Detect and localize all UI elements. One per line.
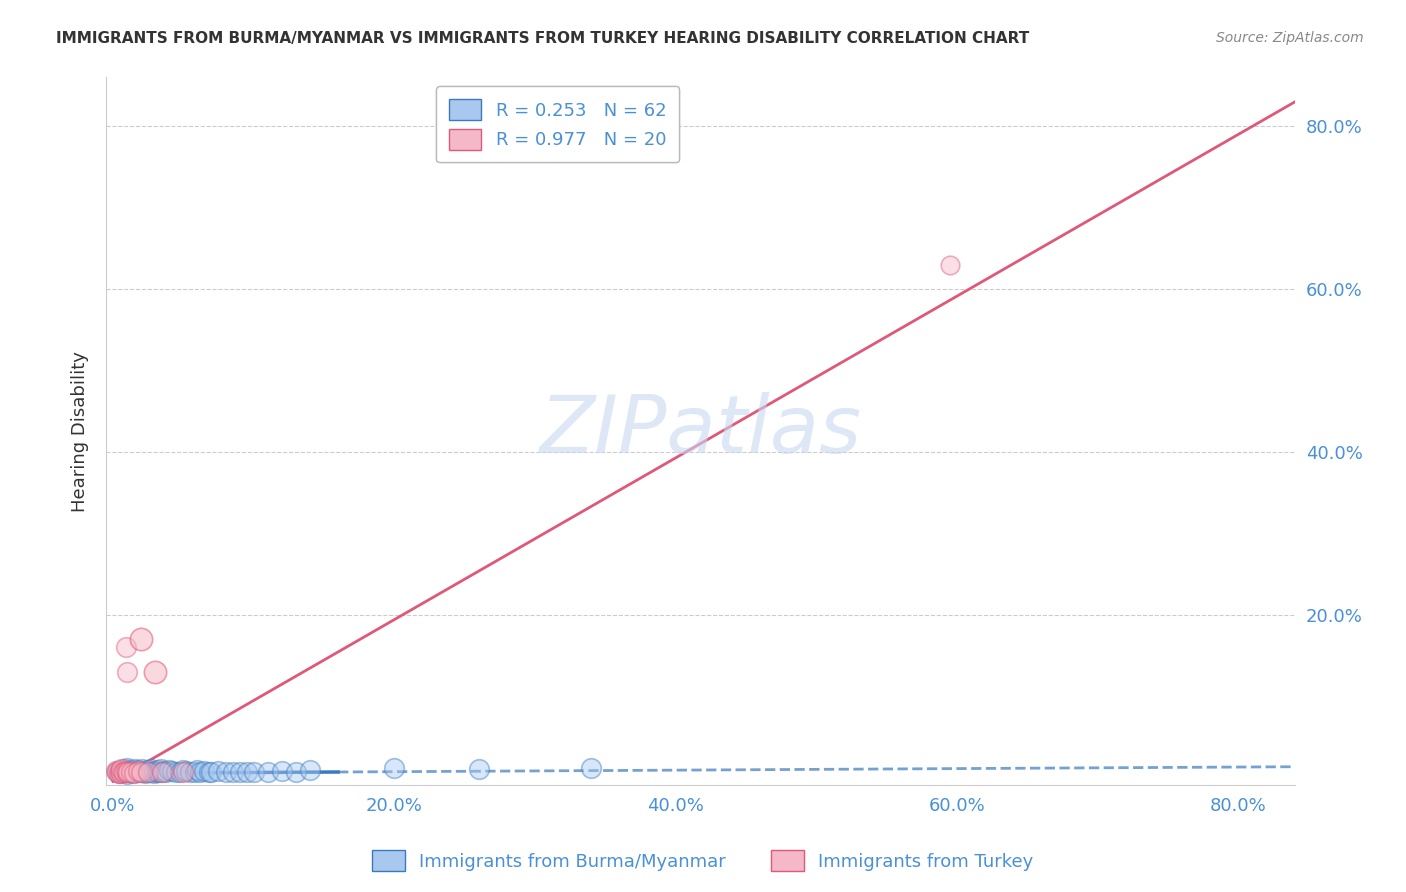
Point (107, 766, 129, 780)
Point (193, 764, 215, 778)
Point (135, 763, 157, 777)
Point (121, 766, 143, 780)
Point (169, 764, 191, 779)
Point (120, 763, 142, 777)
Point (284, 764, 307, 779)
Point (142, 766, 165, 780)
Point (152, 764, 174, 778)
Point (107, 766, 129, 780)
Point (115, 767, 138, 781)
Point (228, 764, 250, 779)
Point (110, 762, 132, 776)
Point (298, 763, 321, 777)
Text: IMMIGRANTS FROM BURMA/MYANMAR VS IMMIGRANTS FROM TURKEY HEARING DISABILITY CORRE: IMMIGRANTS FROM BURMA/MYANMAR VS IMMIGRA… (56, 31, 1029, 46)
Point (136, 765, 159, 780)
Point (468, 762, 491, 776)
Point (129, 632, 152, 646)
Point (112, 762, 135, 776)
Point (172, 763, 194, 777)
Point (117, 764, 139, 779)
Legend: R = 0.253   N = 62, R = 0.977   N = 20: R = 0.253 N = 62, R = 0.977 N = 20 (436, 87, 679, 162)
Point (114, 764, 136, 778)
Point (131, 762, 153, 776)
Point (165, 765, 187, 780)
Point (197, 765, 219, 780)
Point (145, 765, 167, 780)
Point (235, 765, 257, 780)
Point (108, 764, 131, 779)
Point (172, 765, 194, 780)
Point (136, 765, 159, 780)
Point (200, 764, 222, 779)
Point (108, 764, 131, 778)
Point (115, 765, 138, 780)
Point (146, 763, 169, 777)
Point (141, 764, 163, 779)
Point (104, 764, 127, 778)
Point (122, 764, 145, 778)
Point (186, 763, 208, 777)
Text: ZIPatlas: ZIPatlas (540, 392, 862, 470)
Point (221, 765, 243, 780)
Point (160, 764, 183, 778)
Point (149, 762, 172, 776)
Point (117, 764, 139, 778)
Point (183, 764, 205, 779)
Point (155, 764, 177, 779)
Point (115, 665, 138, 679)
Point (127, 764, 149, 778)
Text: Source: ZipAtlas.com: Source: ZipAtlas.com (1216, 31, 1364, 45)
Point (128, 765, 150, 780)
Point (270, 764, 292, 778)
Point (124, 762, 146, 776)
Point (114, 764, 136, 779)
Point (179, 765, 201, 780)
Point (139, 762, 162, 776)
Point (114, 640, 136, 654)
Point (111, 765, 134, 780)
Point (188, 764, 211, 779)
Y-axis label: Hearing Disability: Hearing Disability (72, 351, 89, 512)
Point (207, 764, 229, 778)
Point (143, 764, 166, 778)
Point (129, 764, 152, 778)
Point (122, 766, 145, 780)
Point (143, 665, 166, 679)
Point (242, 764, 264, 779)
Point (138, 764, 160, 778)
Point (125, 764, 148, 779)
Point (105, 764, 128, 778)
Point (214, 764, 236, 779)
Point (127, 763, 149, 777)
Point (110, 763, 132, 777)
Point (110, 766, 132, 780)
Point (134, 766, 156, 780)
Point (120, 765, 142, 780)
Point (129, 764, 152, 779)
Point (118, 765, 141, 780)
Point (157, 763, 180, 777)
Point (382, 761, 405, 775)
Point (150, 764, 173, 779)
Point (112, 765, 135, 780)
Point (939, 258, 962, 272)
Point (581, 761, 603, 775)
Point (105, 764, 128, 779)
Point (150, 765, 173, 780)
Point (111, 764, 134, 779)
Point (256, 764, 278, 779)
Legend: Immigrants from Burma/Myanmar, Immigrants from Turkey: Immigrants from Burma/Myanmar, Immigrant… (366, 843, 1040, 879)
Point (148, 764, 170, 779)
Point (115, 760, 138, 774)
Point (132, 764, 155, 779)
Point (174, 764, 197, 778)
